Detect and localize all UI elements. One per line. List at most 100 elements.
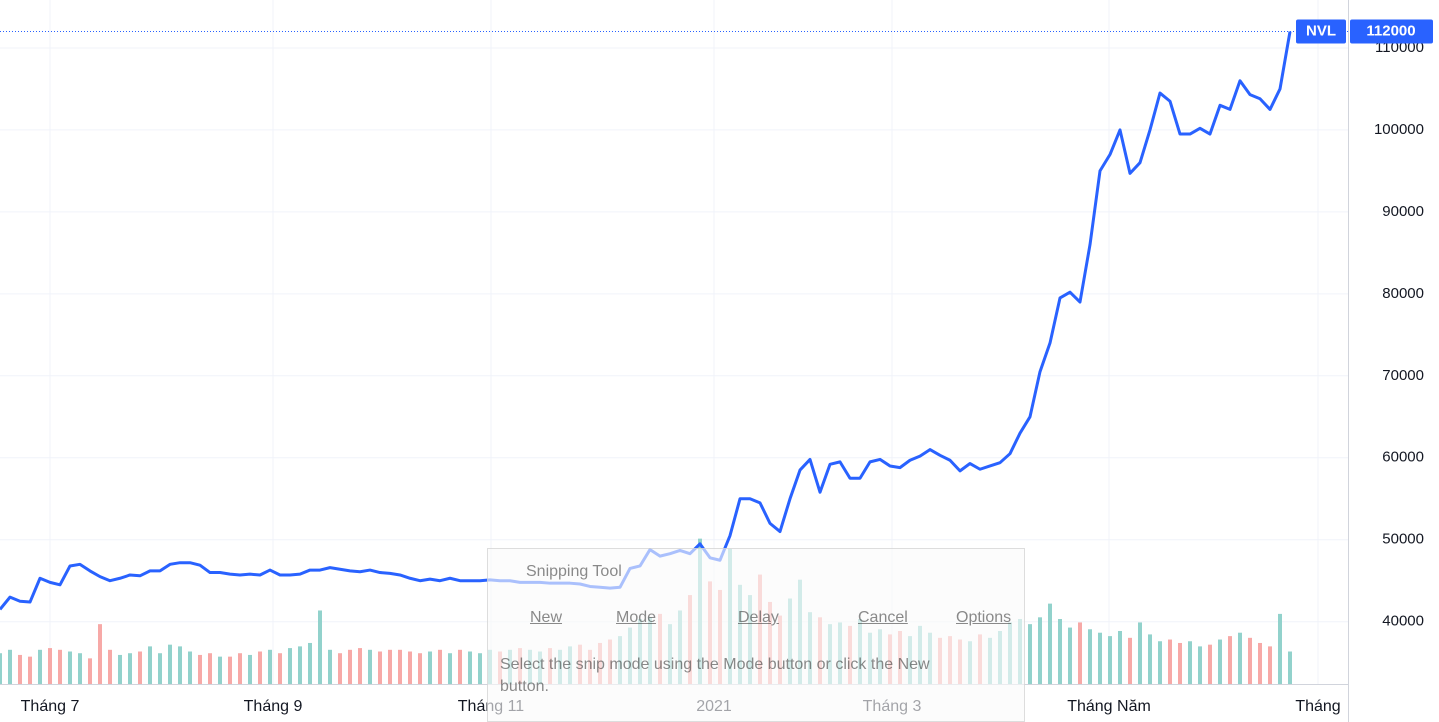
y-tick-label: 70000 bbox=[1382, 367, 1424, 384]
volume-bar bbox=[1258, 642, 1262, 684]
volume-bar bbox=[448, 653, 452, 684]
snip-button[interactable]: New bbox=[530, 609, 563, 626]
volume-bar bbox=[228, 656, 232, 684]
volume-bar bbox=[68, 651, 72, 684]
volume-bar bbox=[238, 653, 242, 684]
volume-bar bbox=[58, 649, 62, 684]
volume-bar bbox=[78, 653, 82, 684]
volume-bar bbox=[1058, 619, 1062, 684]
volume-bar bbox=[208, 653, 212, 684]
volume-bar bbox=[458, 649, 462, 684]
volume-bar bbox=[1198, 646, 1202, 684]
snipping-tool: Snipping Tool New Mode Delay Cancel Opti… bbox=[487, 548, 1025, 722]
volume-bar bbox=[1288, 651, 1292, 684]
volume-bar bbox=[218, 656, 222, 684]
volume-bar bbox=[1088, 629, 1092, 684]
volume-bar bbox=[1228, 636, 1232, 684]
volume-bar bbox=[188, 651, 192, 684]
volume-bar bbox=[418, 653, 422, 684]
volume-bar bbox=[1178, 642, 1182, 684]
volume-bar bbox=[18, 654, 22, 684]
volume-bar bbox=[398, 649, 402, 684]
volume-bar bbox=[108, 649, 112, 684]
volume-bar bbox=[388, 649, 392, 684]
volume-bar bbox=[268, 649, 272, 684]
volume-bar bbox=[338, 653, 342, 684]
volume-bar bbox=[1248, 637, 1252, 684]
volume-bar bbox=[168, 644, 172, 684]
volume-bar bbox=[288, 648, 292, 684]
volume-bar bbox=[1138, 622, 1142, 684]
snip-button[interactable]: Delay bbox=[738, 609, 779, 626]
volume-bar bbox=[248, 654, 252, 684]
x-tick-label: Tháng Năm bbox=[1067, 698, 1151, 715]
volume-bar bbox=[48, 648, 52, 684]
volume-bar bbox=[158, 653, 162, 684]
volume-bar bbox=[98, 624, 102, 684]
volume-bar bbox=[0, 653, 2, 684]
volume-bar bbox=[1158, 641, 1162, 684]
volume-bar bbox=[178, 646, 182, 684]
volume-bar bbox=[358, 648, 362, 684]
volume-bar bbox=[428, 651, 432, 684]
x-tick-label: Tháng 7 bbox=[21, 698, 80, 715]
volume-bar bbox=[198, 654, 202, 684]
volume-bar bbox=[408, 651, 412, 684]
volume-bar bbox=[438, 649, 442, 684]
volume-bar bbox=[1148, 634, 1152, 684]
y-tick-label: 40000 bbox=[1382, 613, 1424, 630]
x-tick-label: Tháng bbox=[1295, 698, 1340, 715]
volume-bar bbox=[148, 646, 152, 684]
volume-bar bbox=[1168, 639, 1172, 684]
snip-button[interactable]: Cancel bbox=[858, 609, 908, 626]
volume-bar bbox=[118, 654, 122, 684]
volume-bar bbox=[1028, 624, 1032, 684]
price-line bbox=[0, 31, 1292, 611]
volume-bar bbox=[1128, 637, 1132, 684]
y-tick-label: 100000 bbox=[1374, 121, 1424, 138]
volume-bar bbox=[1268, 646, 1272, 684]
y-tick-label: 90000 bbox=[1382, 203, 1424, 220]
series-tag bbox=[1296, 19, 1346, 44]
volume-bar bbox=[368, 649, 372, 684]
volume-bar bbox=[298, 646, 302, 684]
volume-bar bbox=[1098, 632, 1102, 684]
price-label: 112000 bbox=[1366, 23, 1415, 40]
volume-bar bbox=[1208, 644, 1212, 684]
series-name: NVL bbox=[1306, 23, 1336, 40]
y-tick-label: 50000 bbox=[1382, 531, 1424, 548]
x-tick-label: Tháng 9 bbox=[244, 698, 303, 715]
volume-bar bbox=[1078, 622, 1082, 684]
volume-bar bbox=[1118, 630, 1122, 684]
volume-bar bbox=[1238, 632, 1242, 684]
volume-bar bbox=[128, 653, 132, 684]
volume-bar bbox=[38, 649, 42, 684]
volume-bar bbox=[278, 653, 282, 684]
volume-bar bbox=[1188, 641, 1192, 684]
price-tag bbox=[1350, 19, 1433, 44]
volume-bar bbox=[378, 651, 382, 684]
snip-button[interactable]: Options bbox=[956, 609, 1012, 626]
volume-bar bbox=[258, 651, 262, 684]
volume-bar bbox=[1218, 639, 1222, 684]
volume-bar bbox=[308, 642, 312, 684]
volume-bar bbox=[138, 651, 142, 684]
snip-title: Snipping Tool bbox=[526, 563, 622, 580]
volume-bar bbox=[468, 651, 472, 684]
volume-bar bbox=[8, 649, 12, 684]
volume-bar bbox=[1278, 613, 1282, 684]
volume-bar bbox=[28, 656, 32, 684]
snip-message: Select the snip mode using the Mode butt… bbox=[500, 656, 930, 695]
volume-bar bbox=[88, 658, 92, 684]
y-tick-label: 80000 bbox=[1382, 285, 1424, 302]
y-tick-label: 60000 bbox=[1382, 449, 1424, 466]
snip-button[interactable]: Mode bbox=[616, 609, 657, 626]
volume-bar bbox=[318, 610, 322, 684]
volume-bar bbox=[1068, 627, 1072, 684]
volume-bar bbox=[1108, 636, 1112, 684]
volume-bar bbox=[478, 653, 482, 684]
volume-bar bbox=[1038, 617, 1042, 684]
volume-bar bbox=[1048, 603, 1052, 684]
volume-bar bbox=[328, 649, 332, 684]
